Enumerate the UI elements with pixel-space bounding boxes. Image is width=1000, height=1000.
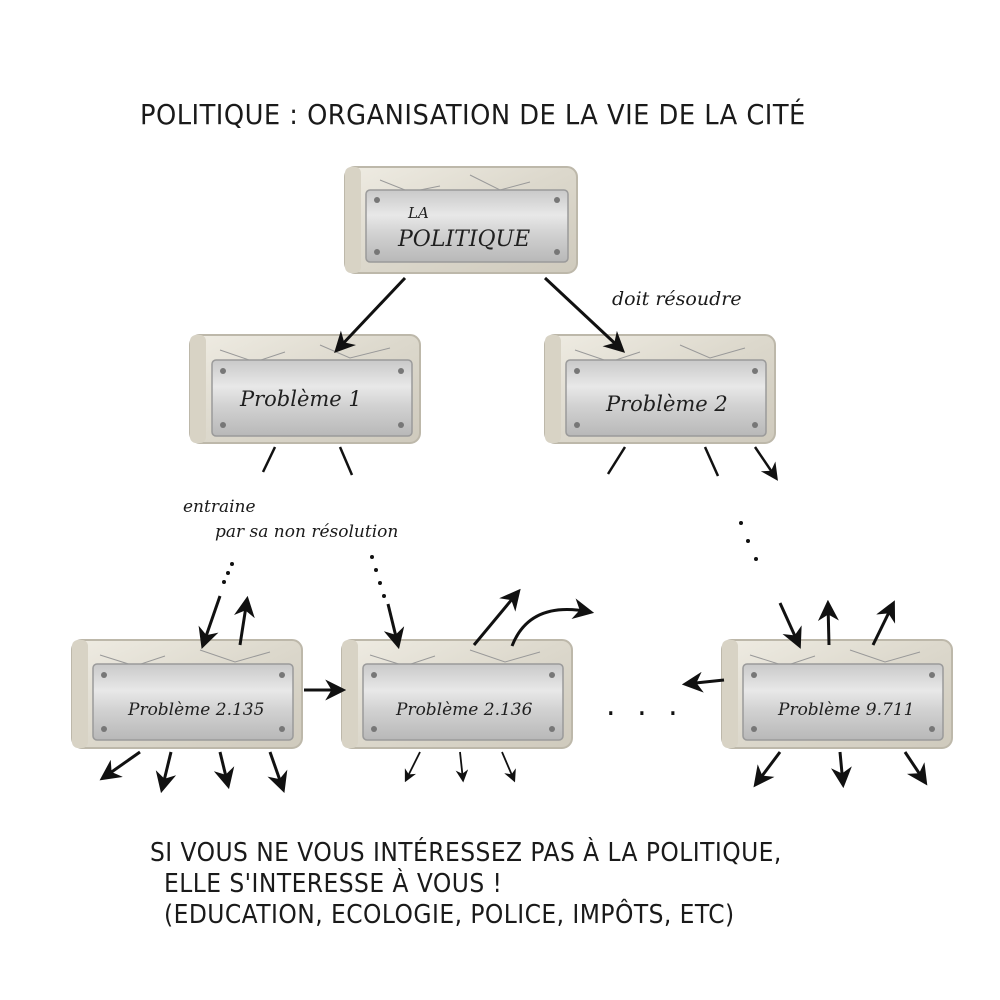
stub-p1-right (338, 446, 354, 476)
node-la-politique: LA POLITIQUE (344, 166, 578, 274)
node-root-line1: LA (407, 204, 429, 222)
node-p2136-label: Problème 2.136 (395, 700, 533, 720)
node-probleme-2-135: Problème 2.135 (71, 639, 303, 749)
arrow-out-p9711-b (871, 600, 896, 646)
arrow-into-p9711 (778, 602, 802, 649)
root-arrows (334, 276, 626, 354)
stub-p2-mid (703, 446, 720, 477)
footer-message: SI VOUS NE VOUS INTÉRESSEZ PAS À LA POLI… (150, 838, 950, 931)
annotation-doit-resoudre: doit résoudre (612, 288, 742, 310)
node-p1-label: Problème 1 (239, 387, 362, 411)
arrow-out-p2136-curve (510, 598, 595, 647)
arrow-down-p9711-2 (830, 751, 852, 789)
node-p2-label: Problème 2 (605, 392, 728, 416)
arrow-down-p2136-2 (455, 751, 469, 783)
arrow-down-p2135-2 (155, 751, 177, 794)
footer-line-1: SI VOUS NE VOUS INTÉRESSEZ PAS À LA POLI… (150, 838, 782, 868)
arrow-p2-right (753, 446, 778, 481)
footer-line-3: (EDUCATION, ECOLOGIE, POLICE, IMPÔTS, ET… (164, 900, 735, 930)
node-probleme-9-711: Problème 9.711 (721, 639, 953, 749)
footer-line-2: ELLE S'INTERESSE À VOUS ! (164, 869, 503, 899)
node-root-line2: POLITIQUE (397, 227, 530, 252)
arrow-p9711-left (681, 671, 725, 693)
arrow-out-p9711-a (817, 599, 839, 646)
ellipsis-between-nodes: . . . (606, 688, 684, 723)
node-probleme-2-136: Problème 2.136 (341, 639, 573, 749)
arrow-down-p2136-3 (501, 751, 516, 783)
branch-stubs (261, 446, 778, 481)
annotation-par-sa-non-resolution: par sa non résolution (215, 522, 398, 542)
arrow-root-to-p1 (334, 276, 407, 354)
node-p2135-label: Problème 2.135 (127, 700, 264, 720)
arrow-down-p9711-3 (903, 751, 928, 786)
arrow-down-p9711-1 (753, 751, 782, 788)
arrow-root-to-p2 (543, 276, 626, 353)
stub-p2-left (606, 446, 627, 475)
node-p9711-label: Problème 9.711 (777, 700, 914, 720)
arrow-down-p2136-1 (404, 751, 421, 783)
annotation-entraine: entraine (183, 497, 256, 517)
arrow-down-p2135-4 (267, 751, 288, 793)
diagram-title: POLITIQUE : ORGANISATION DE LA VIE DE LA… (140, 98, 806, 131)
arrow-into-p2135 (198, 595, 222, 649)
arrow-into-p2136 (383, 603, 405, 650)
lower-arrows (99, 588, 928, 794)
arrow-down-p2135-3 (213, 751, 235, 790)
arrow-out-p2135 (234, 595, 255, 646)
stub-p1-left (261, 446, 277, 473)
arrow-down-p2135-1 (99, 750, 141, 781)
dotted-links (222, 521, 758, 598)
node-probleme-1: Problème 1 (189, 334, 421, 444)
arrow-out-p2136-a (472, 588, 521, 646)
node-probleme-2: Problème 2 (544, 334, 776, 444)
